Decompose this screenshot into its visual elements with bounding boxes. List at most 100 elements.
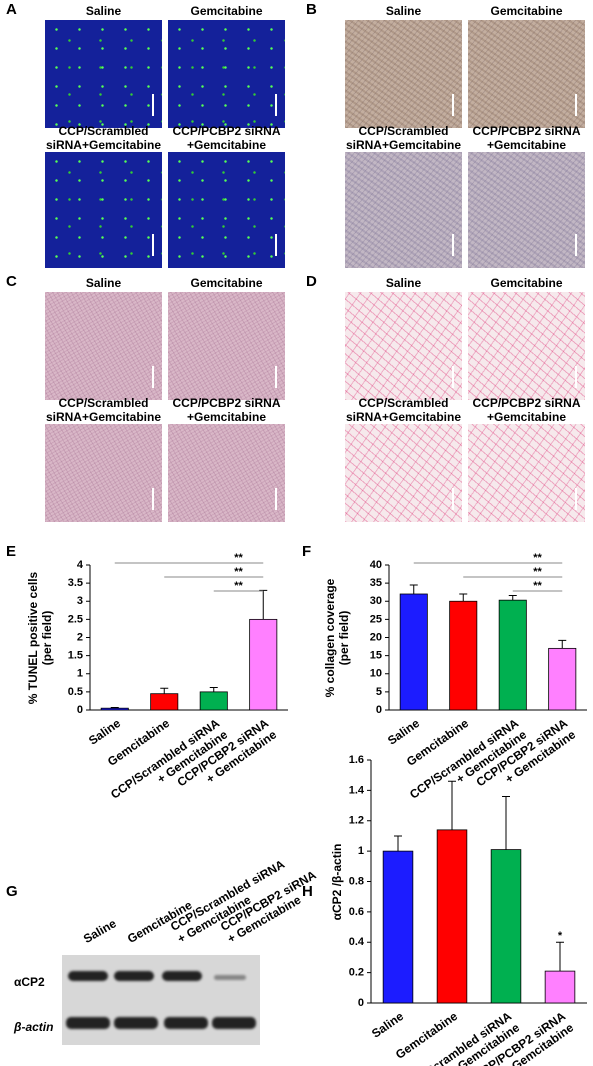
y-tick-label: 0.6	[349, 906, 364, 918]
bar	[199, 691, 228, 711]
y-tick-label: 25	[370, 613, 382, 625]
panel-letter: H	[302, 883, 313, 900]
band	[114, 971, 154, 981]
error-bar	[508, 594, 517, 601]
row-label: β-actin	[14, 1020, 54, 1034]
chart: 0 5 10 15 20 25 30 35 40 ** ** **	[370, 552, 587, 716]
panel-title: CCP/PCBP2 siRNA +Gemcitabine	[172, 396, 281, 424]
error-bar	[448, 780, 456, 830]
error-bar	[409, 584, 418, 594]
panel-title: CCP/PCBP2 siRNA +Gemcitabine	[472, 396, 581, 424]
micrograph	[345, 292, 462, 400]
scale-bar	[152, 366, 154, 388]
y-tick-label: 5	[376, 686, 382, 698]
scale-bar	[275, 234, 277, 256]
error-bar	[558, 639, 567, 649]
panel-letter: B	[306, 1, 317, 18]
scale-bar	[575, 234, 577, 256]
significance-label: *	[558, 930, 563, 942]
error-bar	[394, 835, 402, 852]
micrograph	[168, 20, 285, 128]
y-tick-label: 3	[77, 595, 83, 607]
band	[214, 975, 246, 980]
bar	[100, 707, 129, 711]
y-tick-label: 0	[376, 704, 382, 716]
y-tick-label: 1	[77, 668, 83, 680]
panel-title: CCP/Scrambled siRNA+Gemcitabine	[345, 124, 462, 152]
band	[68, 971, 108, 981]
micrograph	[168, 152, 285, 268]
micrograph	[468, 20, 585, 128]
band	[162, 971, 202, 981]
y-tick-label: 3.5	[68, 577, 83, 589]
y-tick-label: 35	[370, 577, 382, 589]
micrograph	[468, 424, 585, 522]
bar	[249, 618, 278, 711]
y-tick-label: 30	[370, 595, 382, 607]
panel-title: Gemcitabine	[490, 276, 563, 290]
panel-title: Saline	[85, 276, 122, 290]
panel-letter: E	[6, 543, 17, 560]
y-tick-label: 0	[77, 704, 83, 716]
error-bar	[556, 941, 564, 972]
bar	[150, 693, 179, 711]
blot	[62, 955, 260, 1045]
scale-bar	[275, 94, 277, 116]
y-axis-label: % collagen coverage (per field)	[323, 578, 351, 697]
significance-label: **	[234, 580, 243, 592]
panel-letter: C	[6, 273, 17, 290]
scale-bar	[575, 366, 577, 388]
y-tick-label: 0	[358, 997, 364, 1009]
micrograph	[45, 424, 162, 522]
panel-letter: D	[306, 273, 317, 290]
significance-label: **	[234, 552, 243, 564]
micrograph	[45, 152, 162, 268]
significance-label: **	[533, 552, 542, 564]
panel-title: Saline	[85, 4, 122, 18]
error-bar	[209, 687, 218, 692]
band	[66, 1017, 110, 1029]
bar	[382, 850, 414, 1004]
scale-bar	[452, 94, 454, 116]
y-axis-label: % TUNEL positive cells (per field)	[26, 571, 54, 704]
chart: 0 0.2 0.4 0.6 0.8 1 1.2 1.4 1.6 *	[349, 754, 587, 1009]
scale-bar	[152, 234, 154, 256]
y-tick-label: 15	[370, 650, 382, 662]
bar	[544, 970, 576, 1004]
scale-bar	[452, 488, 454, 510]
y-tick-label: 10	[370, 668, 382, 680]
chart: 0 0.5 1 1.5 2 2.5 3 3.5 4 ** ** **	[68, 552, 288, 716]
significance-label: **	[533, 566, 542, 578]
panel-title: CCP/Scrambled siRNA+Gemcitabine	[345, 396, 462, 424]
significance-label: **	[533, 580, 542, 592]
error-bar	[110, 706, 119, 709]
bar	[449, 600, 478, 711]
y-tick-label: 2.5	[68, 613, 83, 625]
error-bar	[459, 593, 468, 602]
micrograph	[468, 152, 585, 268]
band	[164, 1017, 208, 1029]
y-tick-label: 0.8	[349, 875, 364, 887]
panel-title: Saline	[385, 276, 422, 290]
y-tick-label: 1.2	[349, 815, 364, 827]
y-tick-label: 1	[358, 845, 364, 857]
micrograph	[345, 20, 462, 128]
bar	[498, 599, 527, 711]
lane-label: Saline	[81, 916, 119, 946]
panel-title: Gemcitabine	[190, 4, 263, 18]
scale-bar	[275, 366, 277, 388]
y-tick-label: 4	[77, 559, 84, 571]
scale-bar	[152, 488, 154, 510]
y-tick-label: 0.2	[349, 967, 364, 979]
micrograph	[168, 292, 285, 400]
scale-bar	[275, 488, 277, 510]
y-tick-label: 40	[370, 559, 382, 571]
row-label: αCP2	[14, 975, 45, 989]
band	[212, 1017, 256, 1029]
panel-title: Gemcitabine	[190, 276, 263, 290]
y-tick-label: 0.5	[68, 686, 83, 698]
y-tick-label: 20	[370, 631, 382, 643]
bar	[490, 849, 522, 1004]
micrograph	[345, 152, 462, 268]
